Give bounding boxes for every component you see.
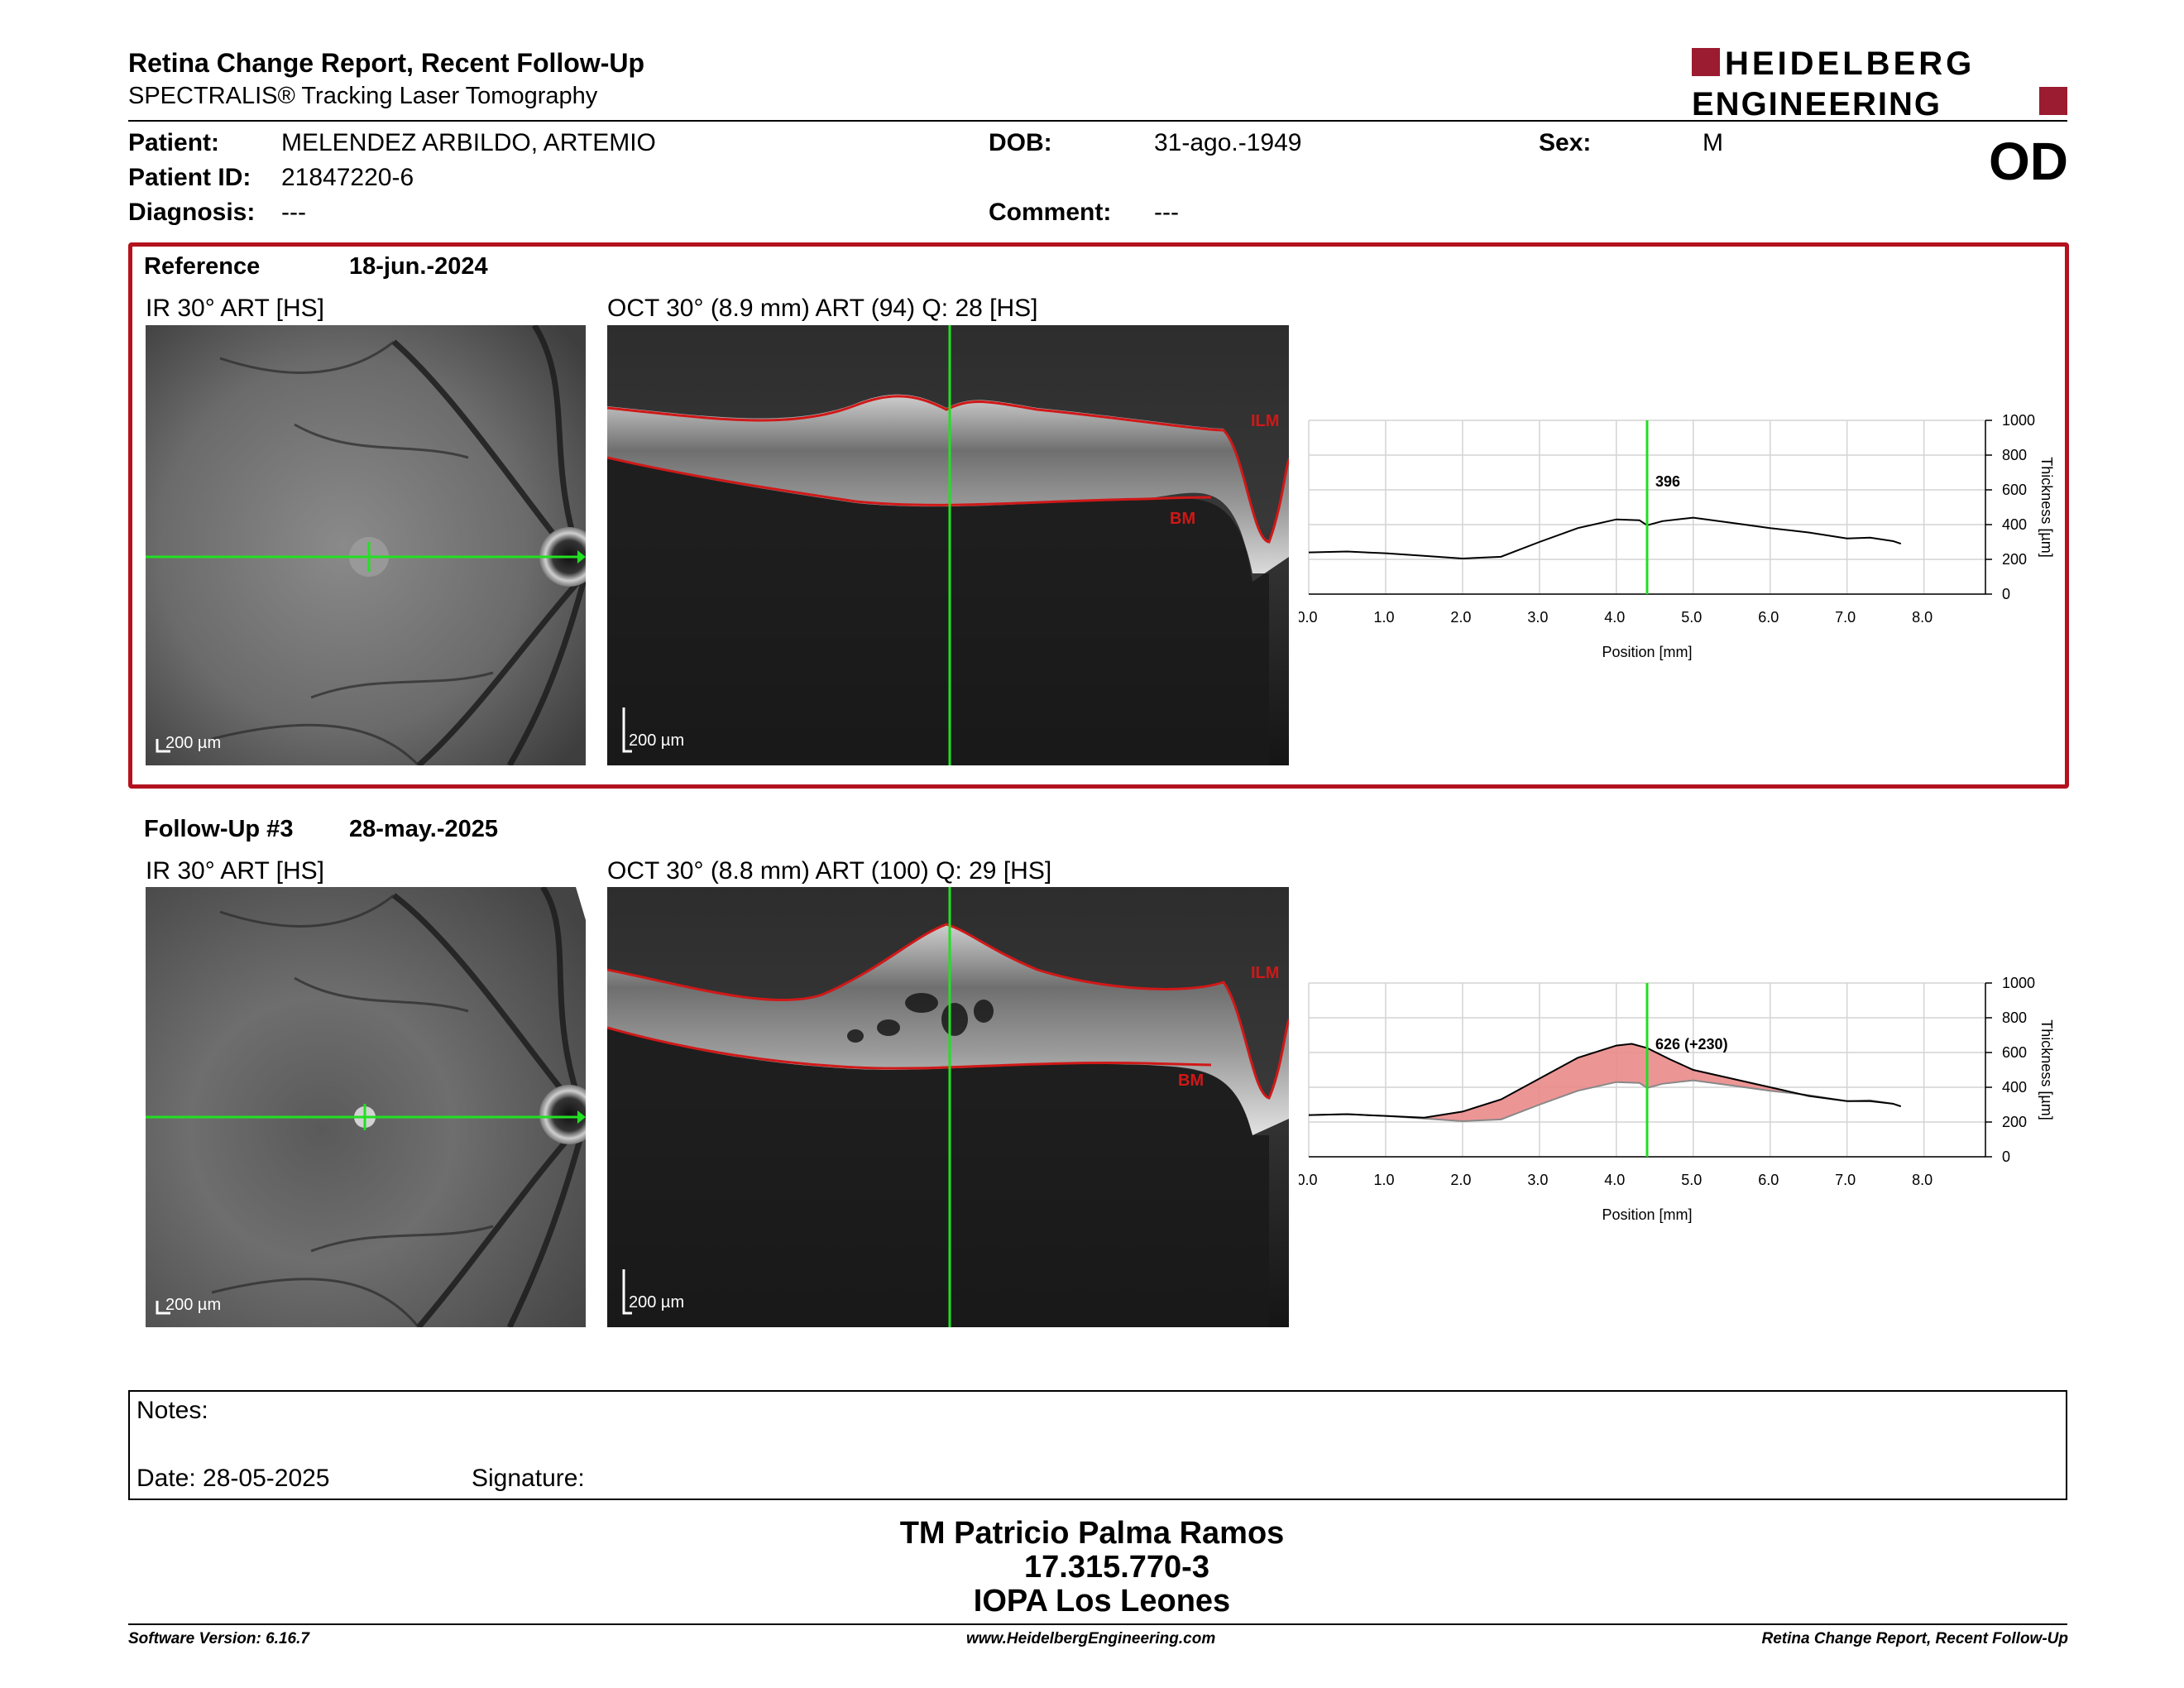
x-tick-label: 6.0: [1758, 1172, 1779, 1188]
date-label: Date: 28-05-2025: [136, 1465, 330, 1492]
comment-label: Comment:: [989, 199, 1112, 226]
followup-ilm-label: ILM: [1251, 964, 1279, 982]
followup-date: 28-may.-2025: [349, 816, 499, 842]
y-tick-label: 0: [2002, 1149, 2010, 1165]
x-tick-label: 0.0: [1299, 609, 1318, 626]
series-line: [1308, 516, 1902, 559]
x-tick-label: 1.0: [1373, 1172, 1394, 1188]
y-tick-label: 600: [2002, 1044, 2027, 1061]
y-axis-label: Thickness [µm]: [2038, 457, 2055, 557]
sex-value: M: [1703, 129, 1723, 156]
reference-ir-scale: 200 µm: [165, 734, 221, 752]
comment-value: ---: [1154, 199, 1179, 226]
y-tick-label: 200: [2002, 1114, 2027, 1130]
signer-id: 17.315.770-3: [1024, 1550, 1209, 1585]
x-tick-label: 7.0: [1835, 609, 1856, 626]
y-tick-label: 0: [2002, 586, 2010, 602]
followup-oct-image: ILM BM 200 µm: [607, 887, 1289, 1327]
reference-ilm-label: ILM: [1251, 412, 1279, 430]
y-tick-label: 1000: [2002, 975, 2035, 991]
followup-oct-title: OCT 30° (8.8 mm) ART (100) Q: 29 [HS]: [607, 857, 1052, 885]
series-line-followup: [1308, 1043, 1902, 1119]
reference-thickness-chart: 0.0 1.0 2.0 3.0 4.0 5.0 6.0 7.0 8.0 0 200 400 600 800…: [1296, 405, 2085, 687]
followup-bm-line: [607, 1026, 1212, 1070]
patient-id-label: Patient ID:: [128, 164, 251, 191]
thickness-change-area: [1309, 1043, 1901, 1121]
report-title: Retina Change Report, Recent Follow-Up: [128, 48, 645, 78]
footer-report-name: Retina Change Report, Recent Follow-Up: [1761, 1630, 2068, 1647]
x-tick-label: 3.0: [1527, 1172, 1548, 1188]
y-tick-label: 400: [2002, 516, 2027, 533]
y-tick-label: 400: [2002, 1079, 2027, 1096]
followup-ir-image: 200 µm: [146, 887, 586, 1327]
notes-box[interactable]: [128, 1390, 2067, 1500]
x-axis-label: Position [mm]: [1602, 644, 1692, 660]
report-subtitle: SPECTRALIS® Tracking Laser Tomography: [128, 83, 598, 109]
patient-id: 21847220-6: [281, 164, 414, 191]
y-tick-label: 800: [2002, 1009, 2027, 1026]
signer-name: TM Patricio Palma Ramos: [899, 1516, 1285, 1551]
logo-line2: ENGINEERING: [1692, 86, 1942, 120]
signer-institution: IOPA Los Leones: [973, 1584, 1231, 1618]
y-tick-label: 200: [2002, 551, 2027, 568]
marker-value-label: 626 (+230): [1655, 1036, 1728, 1053]
diagnosis-value: ---: [281, 199, 306, 226]
x-tick-label: 5.0: [1681, 609, 1702, 626]
x-tick-label: 7.0: [1835, 1172, 1856, 1188]
notes-label: Notes:: [136, 1397, 208, 1424]
y-axis-label: Thickness [µm]: [2038, 1019, 2055, 1120]
reference-bm-label: BM: [1170, 510, 1195, 528]
y-tick-label: 800: [2002, 447, 2027, 463]
x-tick-label: 8.0: [1912, 609, 1933, 626]
reference-frame: [128, 242, 2069, 789]
followup-bm-label: BM: [1178, 1072, 1204, 1090]
sex-label: Sex:: [1539, 129, 1592, 156]
y-tick-label: 600: [2002, 482, 2027, 498]
x-axis-label: Position [mm]: [1602, 1206, 1692, 1223]
x-tick-label: 2.0: [1450, 609, 1471, 626]
diagnosis-label: Diagnosis:: [128, 199, 256, 226]
series-line-reference: [1308, 1079, 1902, 1122]
patient-name: MELENDEZ ARBILDO, ARTEMIO: [281, 129, 656, 156]
logo-line1: HEIDELBERG: [1725, 46, 1975, 82]
heidelberg-logo: HEIDELBERG ENGINEERING: [1692, 46, 2072, 122]
reference-ir-image: 200 µm: [146, 325, 586, 765]
eye-indicator: OD: [1989, 132, 2068, 191]
patient-label: Patient:: [128, 129, 220, 156]
marker-value-label: 396: [1655, 473, 1680, 490]
x-tick-label: 5.0: [1681, 1172, 1702, 1188]
followup-ilm-line: [607, 923, 1289, 1100]
x-tick-label: 4.0: [1604, 1172, 1625, 1188]
reference-oct-title: OCT 30° (8.9 mm) ART (94) Q: 28 [HS]: [607, 295, 1038, 322]
software-version: Software Version: 6.16.7: [128, 1630, 309, 1647]
reference-ir-title: IR 30° ART [HS]: [146, 295, 324, 322]
followup-ir-title: IR 30° ART [HS]: [146, 857, 324, 885]
reference-oct-scale: 200 µm: [629, 731, 684, 750]
reference-oct-image: ILM BM 200 µm: [607, 325, 1289, 765]
y-tick-label: 1000: [2002, 412, 2035, 429]
x-tick-label: 1.0: [1373, 609, 1394, 626]
x-tick-label: 0.0: [1299, 1172, 1318, 1188]
followup-ir-scale: 200 µm: [165, 1296, 221, 1314]
followup-oct-scale: 200 µm: [629, 1293, 684, 1312]
followup-thickness-chart: 0.0 1.0 2.0 3.0 4.0 5.0 6.0 7.0 8.0 0 200 400 600 800…: [1296, 968, 2085, 1249]
dob-label: DOB:: [989, 129, 1052, 156]
x-tick-label: 3.0: [1527, 609, 1548, 626]
reference-label: Reference: [144, 253, 261, 280]
dob-value: 31-ago.-1949: [1154, 129, 1302, 156]
reference-date: 18-jun.-2024: [349, 253, 488, 280]
x-tick-label: 2.0: [1450, 1172, 1471, 1188]
x-tick-label: 6.0: [1758, 609, 1779, 626]
x-tick-label: 8.0: [1912, 1172, 1933, 1188]
followup-label: Follow-Up #3: [144, 816, 294, 842]
x-tick-label: 4.0: [1604, 609, 1625, 626]
signature-label: Signature:: [472, 1465, 585, 1492]
header-divider: [128, 120, 2067, 122]
reference-ilm-line: [607, 395, 1289, 544]
website-link[interactable]: www.HeidelbergEngineering.com: [966, 1630, 1216, 1647]
footer-divider: [128, 1623, 2067, 1625]
reference-bm-line: [607, 456, 1212, 506]
